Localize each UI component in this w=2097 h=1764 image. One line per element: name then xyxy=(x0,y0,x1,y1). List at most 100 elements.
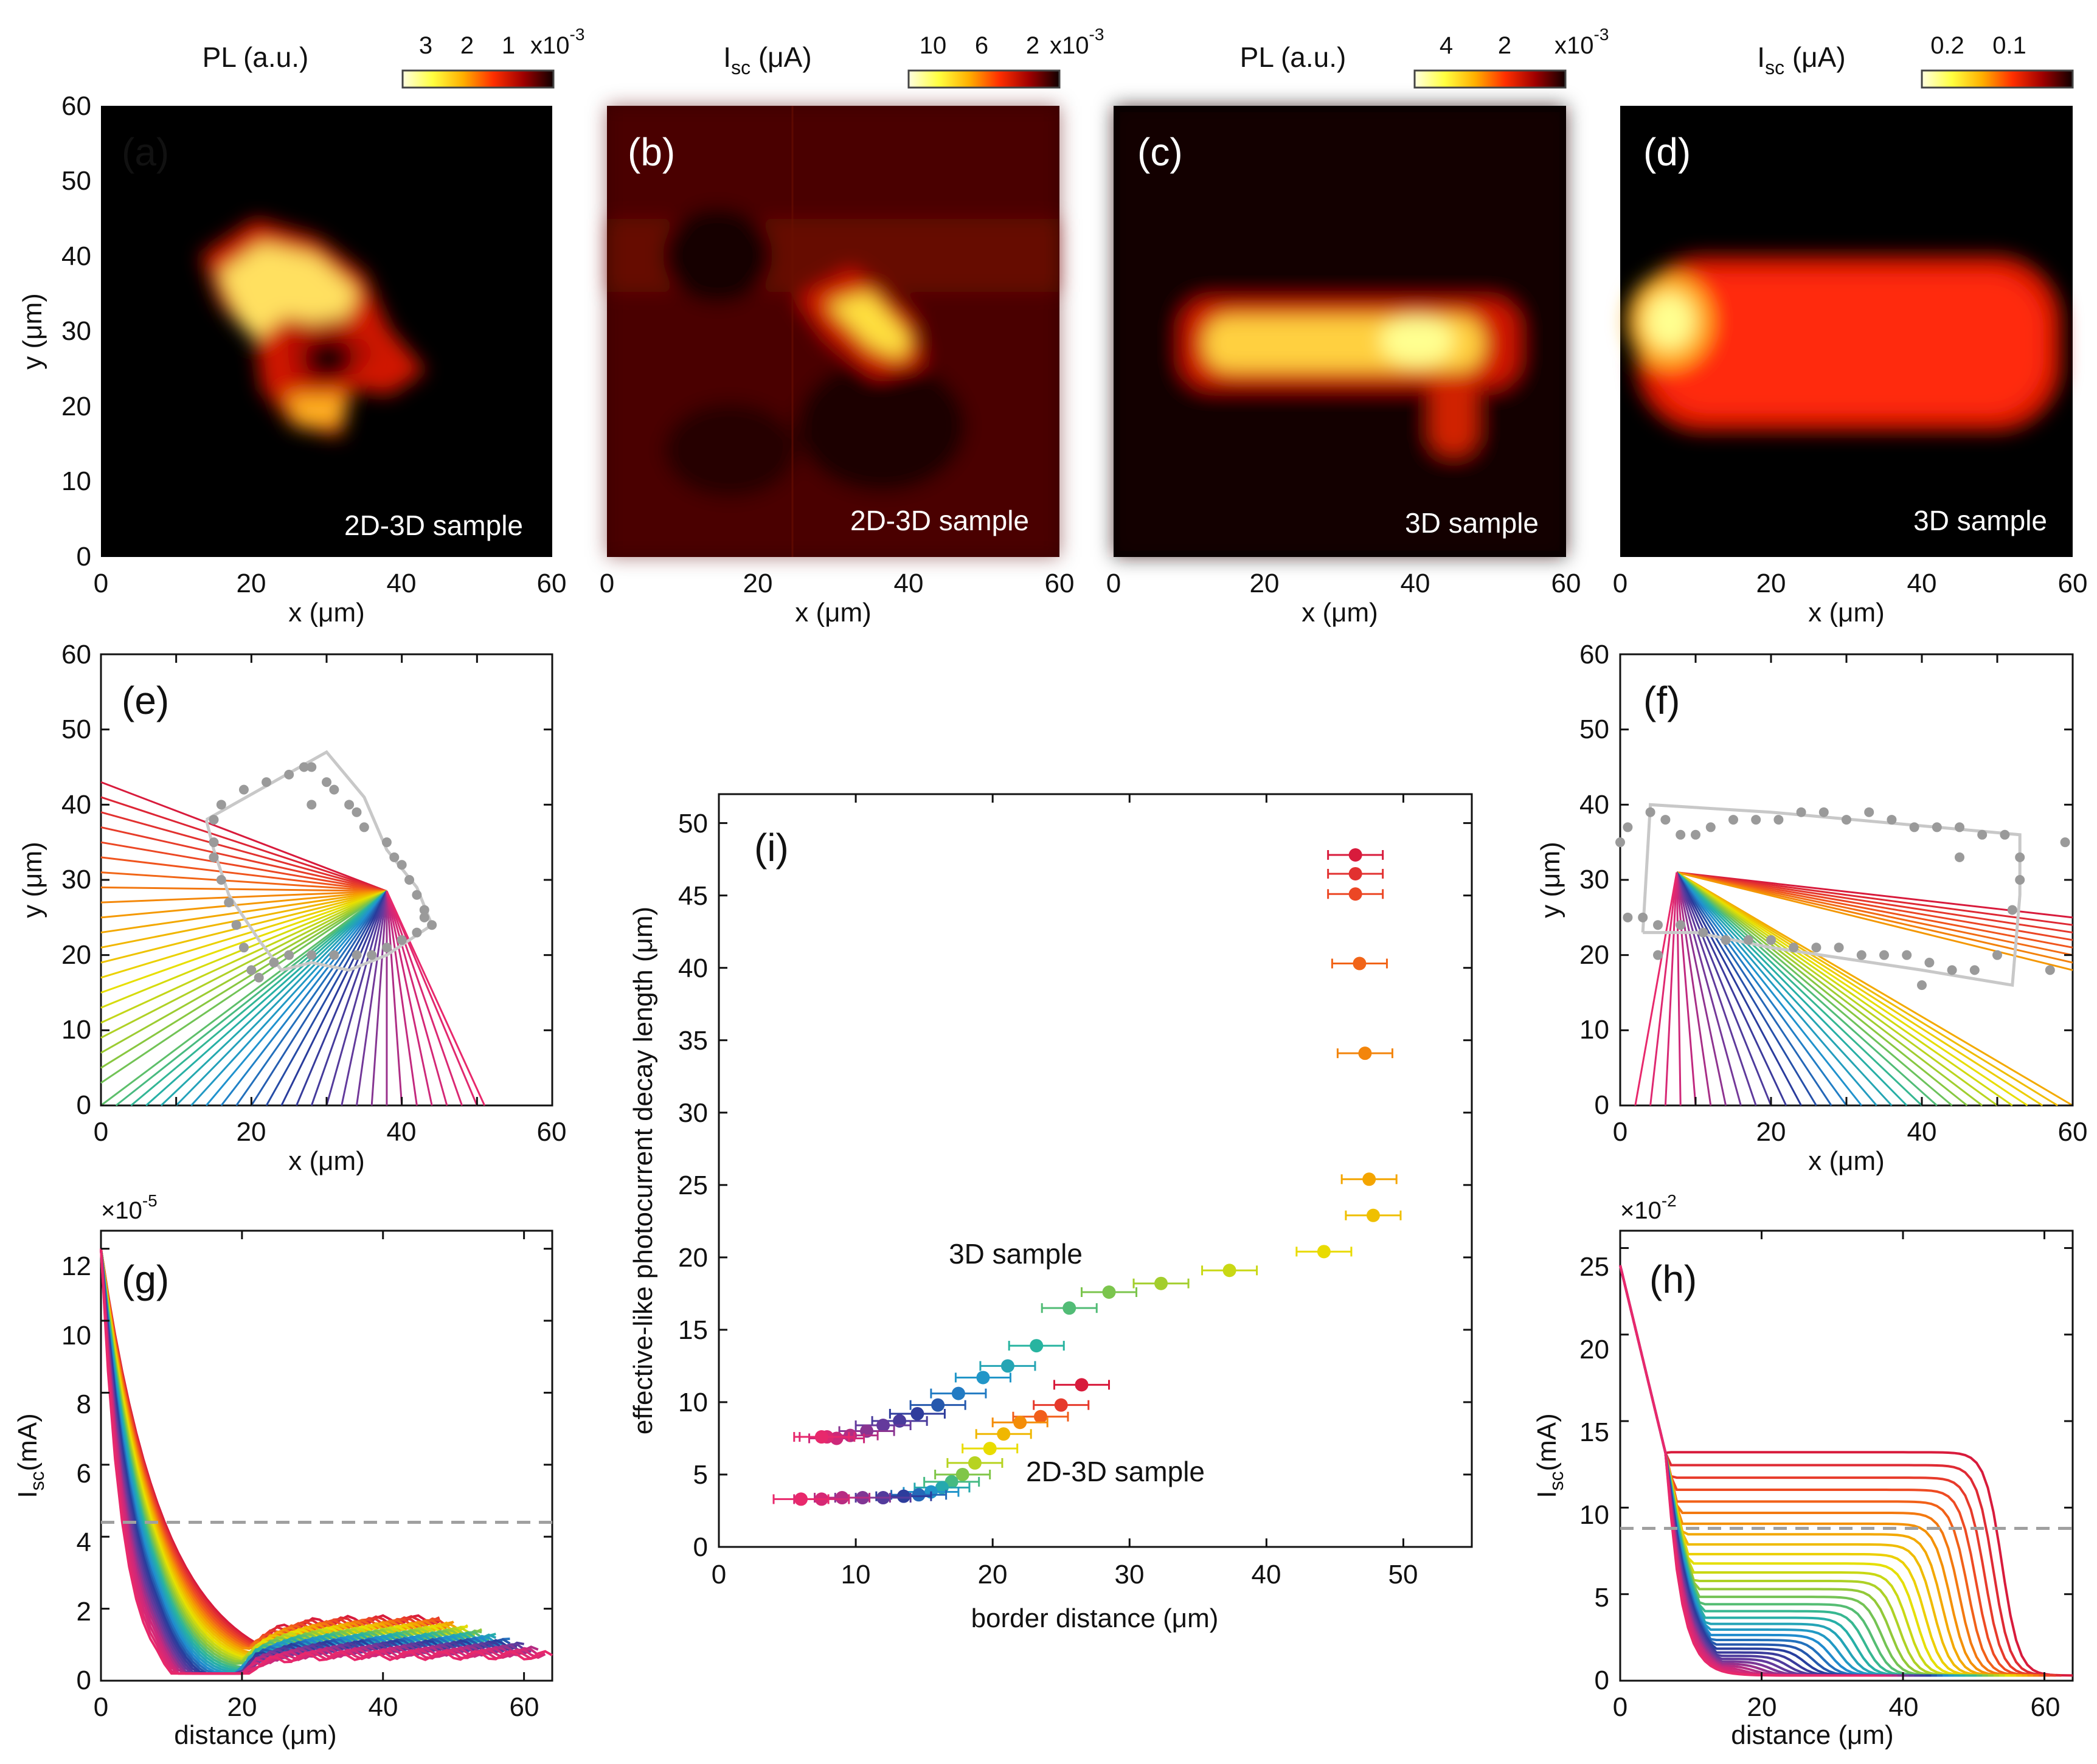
decay-curve xyxy=(1619,1265,1898,1677)
panel-c-colorbar-tick: 2 xyxy=(1498,32,1511,59)
decay-curve xyxy=(100,1248,553,1675)
panel-d-heatmap-blobs xyxy=(1627,255,2062,432)
y-tick: 0 xyxy=(1595,1090,1609,1120)
data-point xyxy=(1358,1046,1372,1060)
y-tick: 15 xyxy=(1579,1417,1609,1447)
boundary-point xyxy=(246,965,257,975)
fan-line xyxy=(1676,871,2043,1107)
panel-h: (h) ×10-2 0 5 10 15 20 25 0 20 40 60 dis… xyxy=(1532,1191,2074,1750)
panel-i: (i) 3D sample 2D-3D sample 0 10 20 30 40… xyxy=(628,793,1473,1633)
decay-curve xyxy=(1619,1265,1875,1677)
y-tick: 10 xyxy=(61,1321,91,1351)
data-point xyxy=(1030,1339,1044,1353)
data-point xyxy=(814,1430,828,1444)
data-point xyxy=(976,1371,990,1385)
y-tick: 25 xyxy=(1579,1252,1609,1282)
boundary-point xyxy=(1818,807,1829,817)
x-tick: 40 xyxy=(1401,569,1430,598)
decay-curve xyxy=(1619,1265,1892,1677)
fan-line xyxy=(251,890,388,1106)
data-point xyxy=(1317,1245,1331,1259)
fan-line xyxy=(1676,871,2058,1107)
y-tick: 30 xyxy=(61,316,91,346)
panel-d-colorbar-title-main: I xyxy=(1757,41,1765,73)
x-axis-label: x (μm) xyxy=(288,598,365,628)
data-point xyxy=(1033,1409,1047,1423)
fan-line xyxy=(100,886,387,893)
data-point xyxy=(1348,866,1362,880)
x-tick: 0 xyxy=(1613,1117,1627,1147)
fan-line xyxy=(100,871,387,893)
panel-d-axes: 0 20 40 60 x (μm) xyxy=(1613,569,2088,628)
panel-e-boundary xyxy=(204,750,437,983)
fan-line xyxy=(1676,872,1742,1106)
y-tick: 15 xyxy=(678,1315,708,1345)
boundary-point xyxy=(1638,912,1648,922)
panel-h-exponent: ×10-2 xyxy=(1620,1191,1677,1224)
y-tick: 50 xyxy=(1579,714,1609,744)
x-axis-label: distance (μm) xyxy=(1731,1720,1893,1750)
fan-line xyxy=(1676,871,1938,1107)
boundary-point xyxy=(1811,943,1821,953)
panel-f-label: (f) xyxy=(1643,679,1680,722)
data-point xyxy=(794,1492,808,1506)
panel-b-colorbar-title-unit: (μA) xyxy=(750,41,812,73)
data-point xyxy=(1362,1172,1376,1186)
y-tick: 10 xyxy=(678,1388,708,1417)
y-tick: 20 xyxy=(61,392,91,421)
fan-line xyxy=(386,891,448,1106)
fan-line xyxy=(1676,871,1953,1107)
x-axis-label: x (μm) xyxy=(288,1146,365,1176)
x-axis-label: x (μm) xyxy=(1808,598,1885,628)
panel-i-series-label-3d: 3D sample xyxy=(949,1238,1083,1270)
x-tick: 0 xyxy=(712,1560,726,1589)
x-tick: 20 xyxy=(978,1560,1008,1589)
x-tick: 60 xyxy=(537,1117,567,1147)
boundary-point xyxy=(1969,965,1980,975)
boundary-point xyxy=(1698,927,1708,938)
fan-line xyxy=(1676,871,1908,1107)
boundary-point xyxy=(381,837,392,848)
boundary-line xyxy=(1641,803,2022,987)
panel-d-colorbar-title-sub: sc xyxy=(1765,57,1784,78)
y-tick: 6 xyxy=(77,1459,91,1489)
x-tick: 40 xyxy=(894,569,924,598)
y-tick: 40 xyxy=(61,790,91,820)
boundary-point xyxy=(427,920,437,930)
boundary-point xyxy=(238,784,249,795)
data-point xyxy=(876,1419,890,1433)
x-tick: 0 xyxy=(94,569,108,598)
fan-line xyxy=(1676,871,1998,1107)
x-tick: 40 xyxy=(387,569,417,598)
fan-line xyxy=(1649,872,1678,1106)
boundary-point xyxy=(359,822,369,832)
y-tick: 20 xyxy=(61,940,91,970)
fan-line xyxy=(1676,871,2073,926)
data-point xyxy=(997,1427,1011,1441)
decay-curve xyxy=(1619,1265,2005,1677)
y-tick: 10 xyxy=(1579,1500,1609,1530)
fan-line xyxy=(130,890,387,1107)
data-point xyxy=(1054,1398,1068,1412)
panel-d: (d) 3D sample Isc (μA) 0.2 0.1 0 20 40 6… xyxy=(1613,32,2088,628)
boundary-point xyxy=(2015,875,2025,885)
decay-curve xyxy=(1619,1265,1994,1677)
fan-line xyxy=(296,890,388,1106)
boundary-point xyxy=(1615,837,1625,848)
panel-d-colorbar-ticks: 0.2 0.1 xyxy=(1930,32,2026,59)
y-tick: 5 xyxy=(693,1460,708,1490)
y-tick: 10 xyxy=(1579,1015,1609,1045)
panel-f-boundary xyxy=(1615,803,2070,991)
panel-e-fan xyxy=(100,781,486,1107)
y-tick: 40 xyxy=(678,953,708,983)
panel-d-colorbar-title: Isc (μA) xyxy=(1757,41,1845,78)
panel-c-colorbar-exp: x10-3 xyxy=(1555,25,1609,59)
decay-curve xyxy=(100,1248,524,1675)
panel-f: (f) 0 10 20 30 40 50 60 0 20 40 60 x (μm… xyxy=(1536,640,2087,1176)
y-tick: 5 xyxy=(1595,1583,1609,1613)
y-tick: 10 xyxy=(61,1015,91,1045)
boundary-point xyxy=(1887,815,1897,825)
panel-e-tick-marks xyxy=(100,653,553,1107)
data-point xyxy=(951,1386,965,1400)
panel-c-colorbar-exp-power: -3 xyxy=(1594,25,1609,44)
